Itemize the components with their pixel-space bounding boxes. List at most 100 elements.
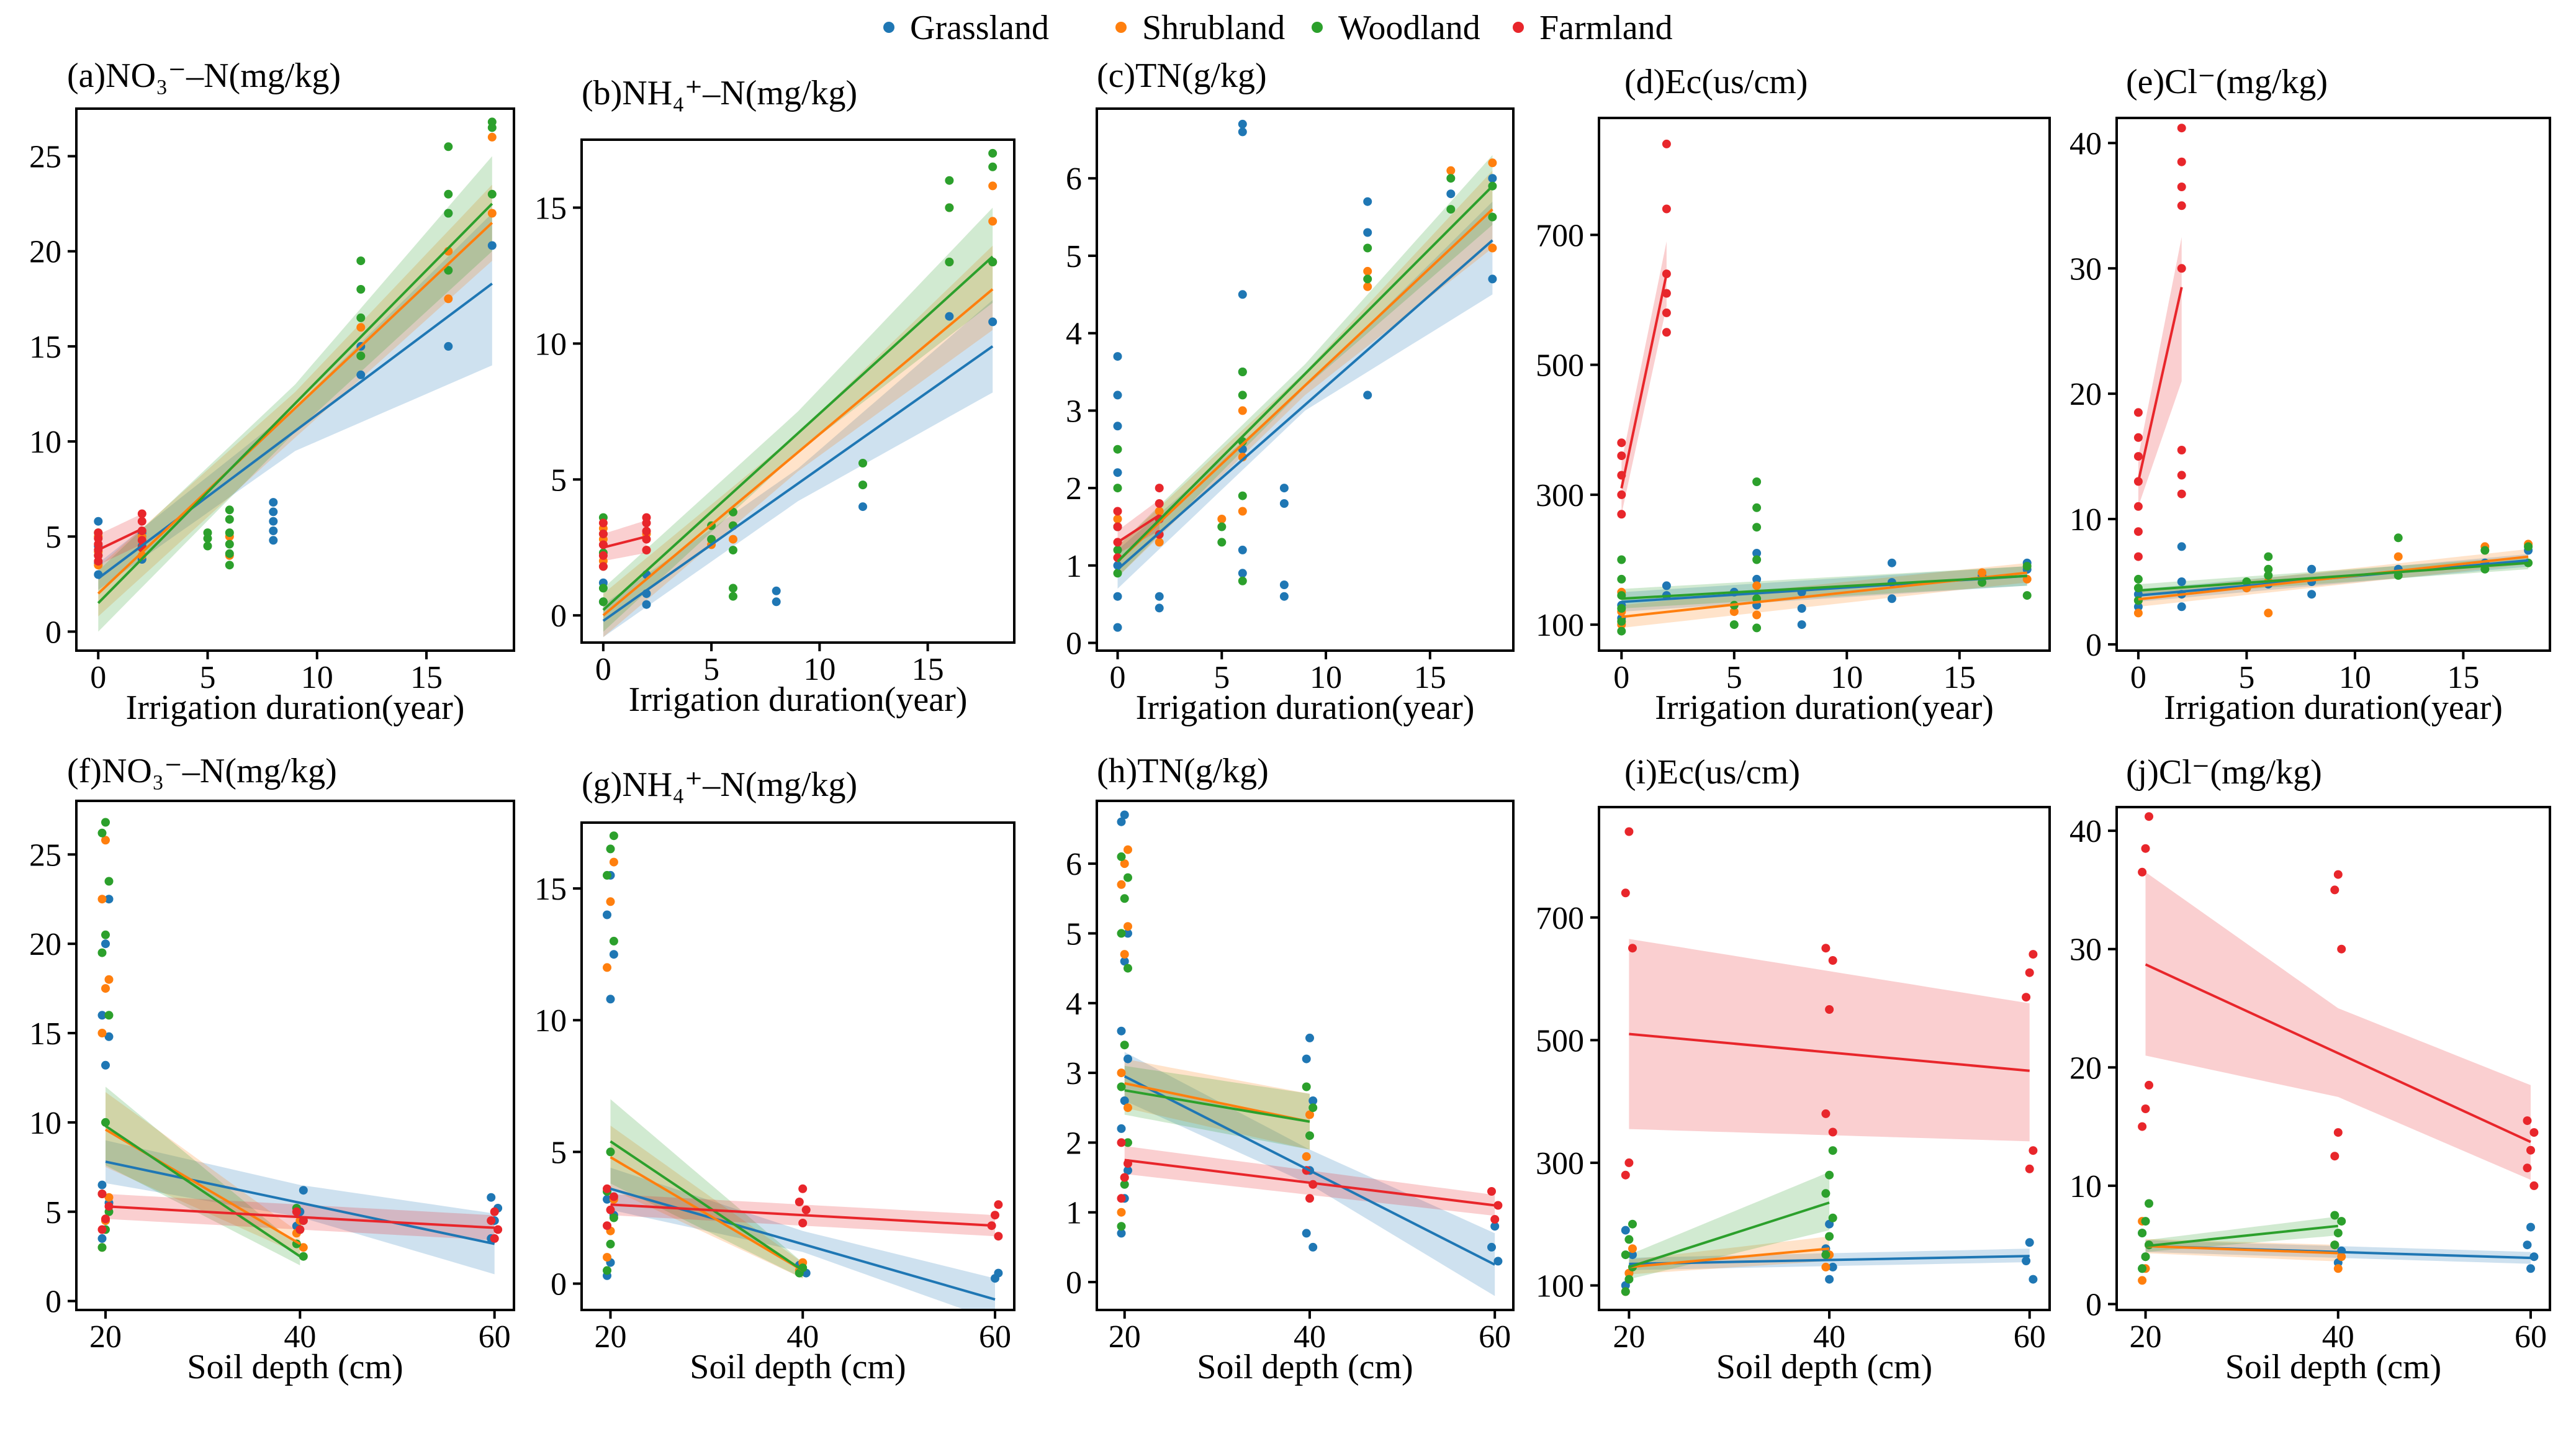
point-farmland [1621,888,1630,898]
panel-e-xlabel: Irrigation duration(year) [2164,689,2503,727]
point-grassland [269,498,278,507]
panel-c-xlabel: Irrigation duration(year) [1136,689,1475,727]
point-grassland [1124,1166,1132,1175]
fit-line-woodland [2138,561,2529,592]
point-farmland [295,1225,305,1234]
point-woodland [1752,623,1762,633]
point-shrubland [1978,568,1987,577]
point-farmland [1825,1005,1834,1014]
x-tick-label: 40 [1294,1319,1326,1355]
point-woodland [1617,616,1626,626]
point-shrubland [1124,922,1132,931]
point-farmland [94,528,103,538]
point-grassland [772,597,781,607]
point-woodland [2524,542,2533,551]
point-woodland [1752,503,1762,512]
panel-h-plot-area [1117,810,1503,1296]
point-woodland [104,877,114,886]
fit-line-shrubland [2138,555,2529,601]
point-farmland [2526,1145,2535,1155]
point-woodland [1621,1287,1630,1296]
point-woodland [2138,1264,2147,1273]
point-farmland [137,509,146,518]
point-farmland [2145,1080,2153,1090]
point-shrubland [1238,507,1247,516]
point-woodland [1363,243,1372,253]
y-tick-label: 10 [29,1106,61,1141]
point-farmland [642,513,651,522]
point-woodland [2264,571,2273,580]
point-grassland [945,312,954,321]
y-tick-label: 700 [1536,901,1584,936]
fit-line-farmland [1620,273,1668,489]
point-farmland [1821,944,1831,953]
fit-line-woodland [610,1140,804,1272]
legend-item-shrubland: Shrubland [1115,9,1285,47]
point-woodland [945,203,954,212]
y-tick-label: 15 [29,1016,61,1052]
point-woodland [1308,1103,1318,1113]
point-farmland [603,1221,611,1231]
point-farmland [2141,1104,2150,1113]
point-farmland [2025,968,2034,977]
point-grassland [1628,1250,1637,1260]
x-tick-label: 0 [1110,660,1126,695]
point-grassland [487,241,497,250]
point-shrubland [101,836,110,845]
point-grassland [2177,542,2186,551]
legend: Grassland Shrubland Woodland Farmland [883,9,1673,47]
point-shrubland [1124,845,1132,854]
panel-g-frame [580,821,1016,1311]
panel-d: (d)Ec(us/cm) 0 5 10 15 100 300 500 700 Irrigation… [1536,63,2051,727]
point-farmland [2133,552,2143,561]
y-tick-label: 25 [29,838,61,873]
point-farmland [1493,1201,1503,1210]
point-woodland [1617,604,1626,613]
fit-line-shrubland [97,222,493,595]
y-tick-label: 40 [2069,126,2102,161]
point-woodland [598,584,608,593]
band-woodland [603,207,993,632]
point-grassland [1752,549,1762,558]
point-grassland [2523,1240,2532,1250]
fit-line-farmland [603,535,647,549]
point-shrubland [606,897,615,906]
panel-e: (e)Cl⁻(mg/kg) 0 5 10 15 0 10 20 30 40 Irrigation d… [2069,63,2551,727]
point-woodland [2337,1217,2346,1226]
point-farmland [2333,870,2343,879]
point-farmland [2029,950,2038,959]
fit-line-shrubland [602,288,994,616]
fit-line-shrubland [1117,208,1493,563]
point-shrubland [1117,880,1126,889]
point-grassland [2177,602,2186,612]
point-farmland [603,1184,611,1193]
point-farmland [994,1232,1003,1241]
band-woodland [1124,1065,1310,1150]
x-tick-label: 0 [2130,660,2146,695]
band-grassland [610,1167,995,1310]
point-woodland [1821,1250,1831,1260]
point-farmland [2529,1181,2539,1190]
point-shrubland [1363,282,1372,291]
x-tick-label: 40 [2322,1319,2354,1355]
point-farmland [2138,1122,2147,1131]
point-woodland [606,844,615,854]
point-woodland [356,256,366,266]
point-grassland [101,939,110,949]
point-woodland [299,1252,308,1261]
point-woodland [356,313,366,322]
panel-i: (i)Ec(us/cm) 20 40 60 100 300 500 700 Soil depth… [1536,753,2051,1386]
point-farmland [97,1190,107,1198]
point-farmland [2177,264,2186,273]
y-tick-label: 20 [2069,1050,2102,1086]
point-shrubland [988,217,998,226]
x-tick-label: 0 [90,660,106,695]
band-shrubland [1629,1236,1830,1275]
panel-i-frame [1598,806,2051,1311]
point-woodland [1752,477,1762,486]
point-woodland [1217,522,1227,531]
point-farmland [2333,1128,2343,1137]
y-tick-label: 10 [2069,1169,2102,1204]
point-shrubland [1363,266,1372,276]
point-grassland [1446,189,1456,199]
